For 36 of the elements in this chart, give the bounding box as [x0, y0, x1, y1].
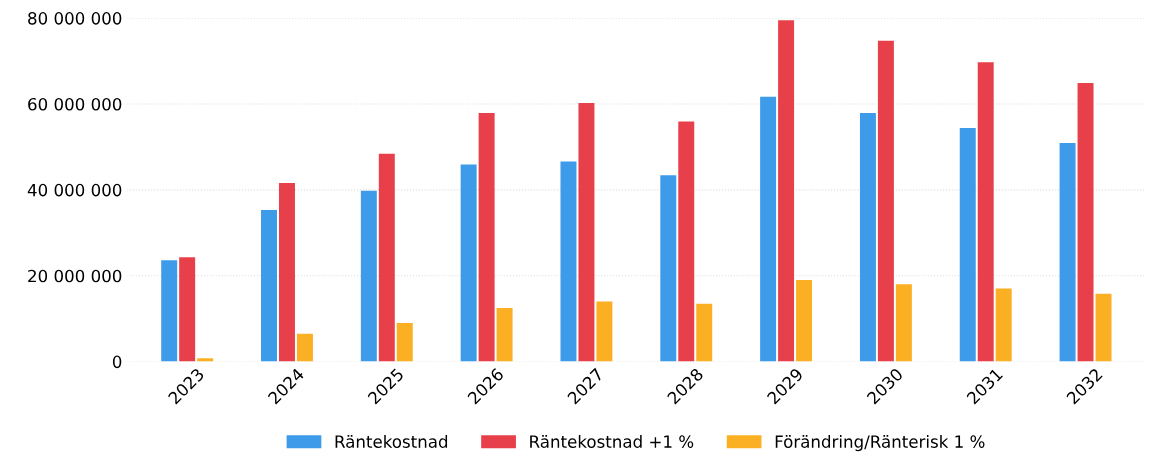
bar: [895, 284, 912, 362]
bar: [360, 190, 377, 362]
bar: [279, 182, 295, 362]
bar: [977, 62, 994, 362]
legend-label: Förändring/Ränterisk 1 %: [775, 435, 985, 452]
legend-label: Räntekostnad: [335, 435, 448, 448]
bar: [396, 322, 413, 362]
bar: [378, 153, 395, 362]
y-tick-label: 40 000 000: [27, 183, 122, 197]
bar: [296, 333, 313, 362]
bar: [959, 128, 976, 362]
bar: [696, 303, 713, 362]
y-tick-label: 60 000 000: [28, 97, 122, 111]
bar: [778, 20, 795, 362]
bar: [796, 280, 813, 362]
bar: [596, 301, 613, 362]
y-tick-label: 20 000 000: [28, 269, 122, 283]
bar: [179, 257, 196, 362]
legend-label: Räntekostnad +1 %: [530, 435, 694, 448]
bar: [995, 288, 1012, 362]
bar: [760, 96, 777, 362]
y-tick-label: 0: [112, 355, 122, 369]
bar: [261, 210, 277, 362]
bar: [496, 307, 513, 362]
y-tick-label: 80 000 000: [28, 12, 122, 25]
bar: [478, 112, 495, 362]
bar: [859, 112, 876, 362]
bar: [660, 175, 677, 362]
bar: [1059, 143, 1076, 362]
bar: [460, 164, 477, 362]
bar: [678, 121, 695, 362]
bar: [1077, 82, 1094, 362]
bar: [161, 260, 178, 362]
bar: [877, 40, 894, 362]
bar: [1095, 293, 1112, 362]
bar: [578, 103, 595, 362]
